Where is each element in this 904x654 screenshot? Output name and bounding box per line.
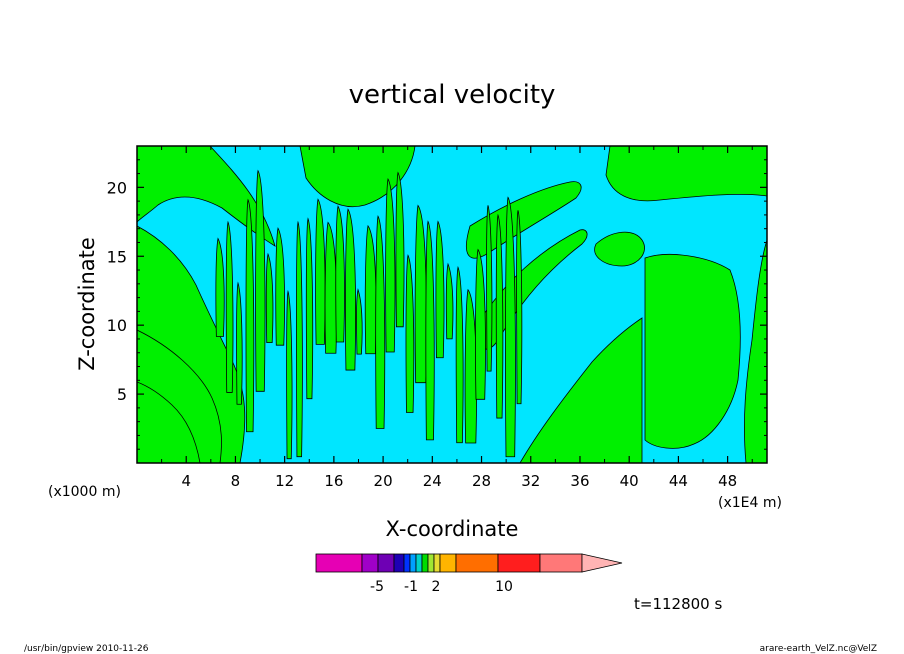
positive-region (345, 208, 356, 371)
colorbar-label: 10 (495, 579, 513, 595)
positive-region (286, 289, 293, 460)
footer-right: arare-earth_VelZ.nc@VelZ (760, 644, 877, 654)
x-tick-label: 32 (521, 472, 540, 490)
colorbar-segment (377, 553, 395, 573)
colorbar-segment (415, 553, 423, 573)
x-tick-label: 44 (669, 472, 688, 490)
colorbar-arrow (581, 553, 623, 573)
positive-region (505, 196, 516, 458)
positive-region (335, 205, 345, 343)
footer-left: /usr/bin/gpview 2010-11-26 (24, 644, 149, 654)
positive-region (364, 224, 377, 355)
colorbar-segment (427, 553, 435, 573)
time-label: t=112800 s (634, 595, 722, 613)
positive-region (236, 281, 243, 405)
colorbar-segment (361, 553, 379, 573)
positive-region (356, 288, 363, 355)
x-tick-label: 20 (374, 472, 393, 490)
positive-region (215, 237, 225, 337)
colorbar-segment (315, 553, 363, 573)
colorbar-segment (439, 553, 457, 573)
positive-region (414, 204, 427, 384)
y-tick-label: 20 (107, 178, 127, 197)
positive-region (644, 254, 741, 449)
colorbar-segment (539, 553, 583, 573)
colorbar-segment (455, 553, 499, 573)
positive-region (464, 288, 477, 444)
colorbar-segment (433, 553, 441, 573)
x-tick-label: 8 (231, 472, 241, 490)
x-unit-right: (x1E4 m) (718, 495, 782, 511)
colorbar-label: -5 (370, 579, 384, 595)
colorbar-segment (497, 553, 541, 573)
positive-region (137, 146, 276, 247)
positive-region (395, 171, 405, 328)
positive-region (225, 220, 234, 393)
positive-region (255, 169, 266, 392)
positive-region (425, 220, 435, 441)
colorbar (315, 553, 623, 573)
x-axis-label: X-coordinate (386, 517, 519, 541)
colorbar-label: 2 (432, 579, 441, 595)
positive-region (299, 146, 416, 207)
positive-region (435, 220, 445, 359)
x-tick-label: 12 (275, 472, 294, 490)
positive-region (744, 239, 767, 463)
y-axis-label: Z-coordinate (75, 237, 99, 371)
positive-region (405, 254, 415, 413)
y-axis: 5 10 15 20 (107, 159, 767, 450)
positive-region (445, 262, 454, 340)
colorbar-labels: -5 -1 2 10 (370, 579, 513, 595)
x-tick-label: 16 (324, 472, 343, 490)
positive-region (455, 265, 464, 444)
x-tick-label: 28 (472, 472, 491, 490)
positive-region (296, 220, 303, 458)
chart-title: vertical velocity (349, 80, 556, 110)
x-axis: 4 8 12 16 20 24 28 32 36 40 44 48 (161, 146, 753, 490)
positive-region (315, 198, 326, 345)
positive-region (275, 227, 285, 346)
positive-region (594, 231, 645, 267)
colorbar-segment (393, 553, 405, 573)
x-unit-left: (x1000 m) (48, 484, 121, 500)
x-tick-label: 4 (181, 472, 191, 490)
positive-region (486, 205, 493, 372)
positive-region (305, 217, 314, 400)
positive-region (516, 210, 523, 405)
positive-region (495, 213, 504, 419)
x-tick-label: 48 (718, 472, 737, 490)
plot-frame (136, 145, 768, 464)
y-tick-label: 15 (107, 247, 127, 266)
positive-region (475, 248, 486, 400)
positive-region (245, 198, 255, 433)
positive-region (375, 215, 386, 429)
colorbar-segment (403, 553, 411, 573)
y-tick-label: 10 (107, 316, 127, 335)
positive-region (605, 146, 767, 202)
colorbar-label: -1 (404, 579, 418, 595)
positive-region (519, 317, 643, 463)
x-tick-label: 36 (570, 472, 589, 490)
y-tick-label: 5 (117, 385, 127, 404)
positive-region (265, 252, 274, 343)
colorbar-segment (421, 553, 429, 573)
x-tick-label: 40 (620, 472, 639, 490)
field-positive-regions (137, 146, 767, 463)
colorbar-segment (409, 553, 417, 573)
contour-field (137, 146, 767, 463)
x-tick-label: 24 (423, 472, 442, 490)
positive-region (137, 225, 246, 463)
positive-region (385, 177, 396, 353)
positive-region (324, 221, 338, 354)
